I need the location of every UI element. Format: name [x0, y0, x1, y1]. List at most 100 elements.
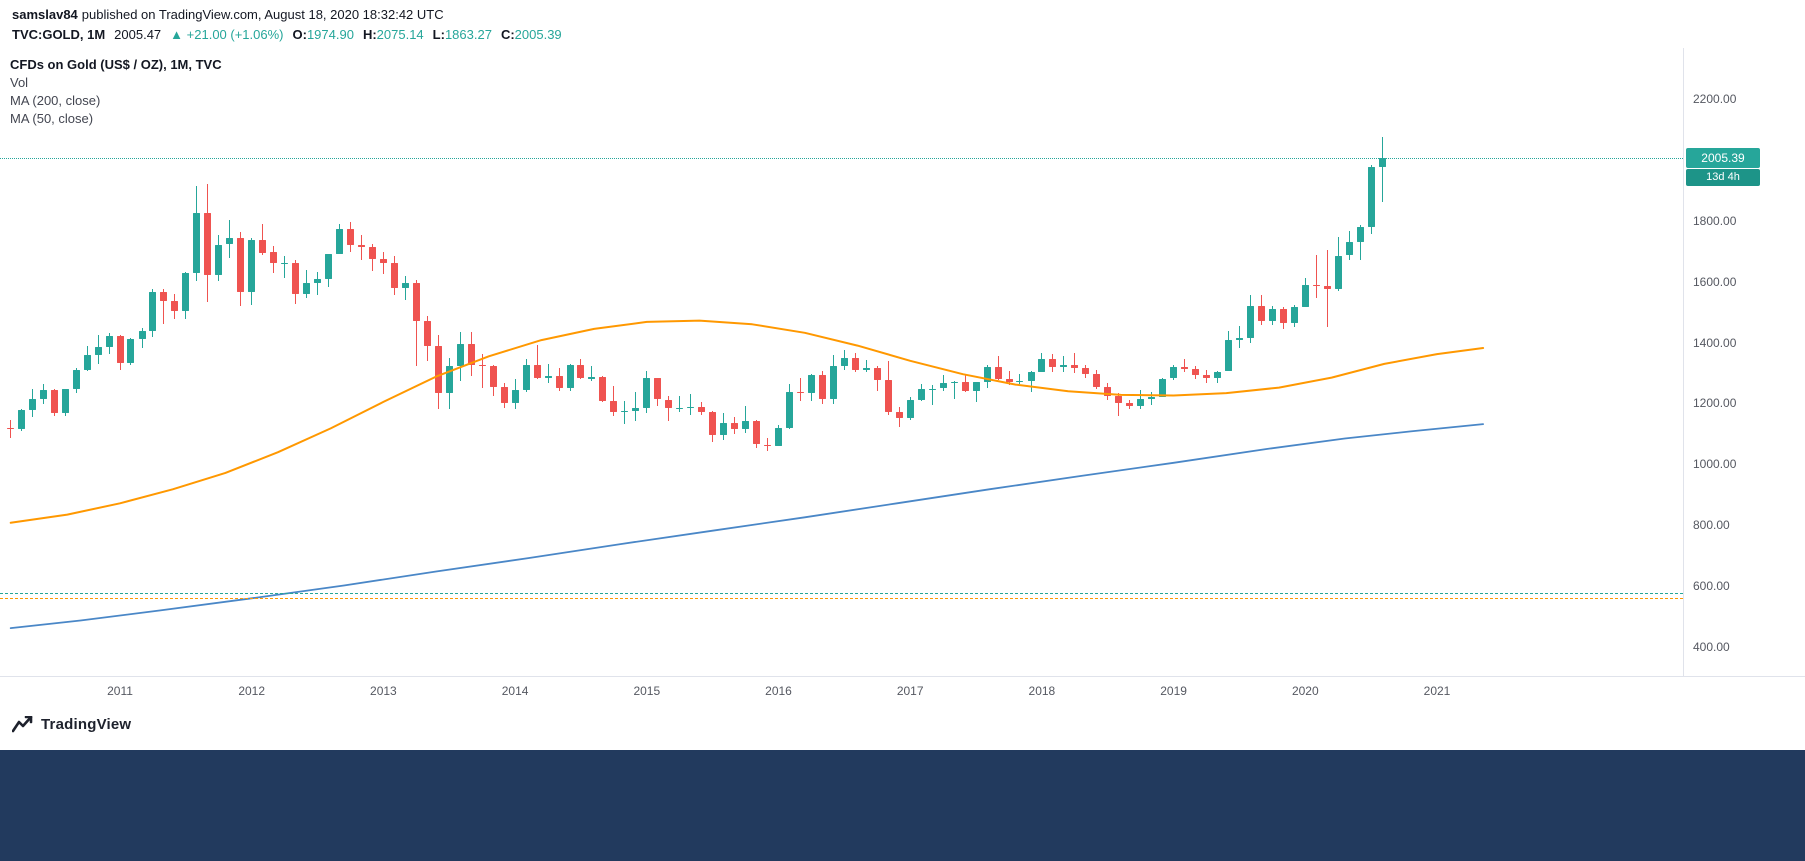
candle-wick	[624, 401, 626, 425]
candle-down	[731, 423, 739, 430]
candle-down	[753, 421, 760, 445]
candle-up	[226, 237, 234, 245]
low-value: L:1863.27	[433, 26, 492, 44]
price-axis[interactable]: 2005.39 13d 4h 2200.00 1800.00 1600.00 1400…	[1683, 48, 1805, 706]
candle-up	[149, 292, 157, 331]
candle-down	[884, 380, 892, 412]
candle-up	[1170, 366, 1178, 379]
candle-up	[643, 378, 651, 409]
candle-up	[566, 364, 574, 389]
price-axis-label: 1800.00	[1693, 213, 1737, 228]
candle-wick	[1063, 355, 1065, 372]
candle-down	[709, 412, 717, 436]
legend-title[interactable]: CFDs on Gold (US$ / OZ), 1M, TVC	[10, 57, 222, 72]
price-axis-label: 2200.00	[1693, 92, 1737, 106]
candle-wick	[481, 354, 483, 388]
candle-wick	[1381, 137, 1383, 202]
candle-down	[1192, 369, 1200, 376]
high-value: H:2075.14	[363, 26, 424, 44]
candle-down	[1257, 306, 1265, 321]
candle-wick	[1315, 254, 1317, 298]
candle-down	[818, 375, 826, 399]
candle-up	[621, 411, 629, 413]
header: samslav84 published on TradingView.com, A…	[0, 0, 1805, 48]
candle-up	[1356, 226, 1364, 243]
candle-up	[785, 391, 793, 429]
candle-up	[456, 344, 464, 366]
time-axis-label: 2020	[1291, 684, 1319, 698]
candle-wick	[800, 377, 801, 401]
candle-up	[829, 366, 837, 399]
candle-down	[851, 357, 859, 371]
legend-item-ma50[interactable]: MA (50, close)	[10, 111, 94, 126]
candle-down	[895, 411, 903, 419]
candle-wick	[360, 234, 362, 260]
open-number: 1974.90	[306, 27, 354, 42]
price-change: ▲ +21.00 (+1.06%)	[170, 27, 284, 42]
dashed-level-line	[0, 592, 1683, 594]
price-axis-label: 400.00	[1693, 640, 1730, 654]
price-axis-label: 1000.00	[1693, 457, 1737, 472]
candle-down	[665, 399, 673, 409]
close-label: C:	[500, 27, 515, 42]
time-axis-label: 2014	[501, 684, 529, 698]
candle-down	[1323, 286, 1331, 289]
candle-up	[83, 355, 91, 371]
time-axis-label: 2012	[238, 684, 266, 698]
candle-up	[1246, 306, 1254, 339]
time-axis-label: 2011	[107, 684, 133, 698]
candle-down	[412, 282, 420, 321]
candle-wick	[679, 395, 681, 413]
candle-up	[1159, 378, 1167, 397]
candle-wick	[262, 223, 264, 256]
candle-down	[369, 246, 376, 259]
countdown-badge: 13d 4h	[1686, 169, 1760, 187]
candle-up	[1290, 306, 1298, 324]
candle-down	[500, 387, 508, 403]
candle-down	[259, 240, 267, 253]
candle-down	[961, 382, 969, 391]
candle-up	[336, 229, 343, 254]
candle-down	[873, 368, 881, 380]
candle-up	[928, 388, 936, 390]
candle-up	[28, 398, 36, 410]
candle-up	[281, 262, 289, 264]
candle-wick	[404, 275, 406, 301]
candle-down	[489, 366, 497, 388]
price-axis-label: 1400.00	[1693, 335, 1737, 350]
candle-down	[390, 262, 398, 288]
open-value: O:1974.90	[293, 26, 354, 44]
candle-down	[478, 364, 486, 366]
candle-up	[939, 382, 947, 389]
legend-item-volume[interactable]: Vol	[10, 75, 29, 90]
time-axis[interactable]: 2011 2012 2013 2014 2015 2016 2017 2018 2019 2020…	[0, 676, 1805, 706]
candle-wick	[547, 363, 549, 383]
candle-up	[39, 390, 47, 399]
candle-up	[314, 278, 321, 283]
candle-up	[1367, 167, 1375, 227]
time-axis-label: 2013	[370, 684, 397, 698]
symbol-info-bar: TVC:GOLD, 1M 2005.47 ▲ +21.00 (+1.06%) O…	[12, 26, 1805, 44]
price-axis-label: 800.00	[1693, 518, 1730, 533]
candle-down	[379, 258, 387, 263]
candle-down	[423, 320, 431, 347]
legend-item-ma200[interactable]: MA (200, close)	[10, 93, 101, 108]
tradingview-logo[interactable]: TradingView	[12, 716, 131, 733]
candle-wick	[690, 393, 692, 415]
candle-down	[654, 378, 662, 400]
candle-down	[599, 377, 607, 402]
candle-up	[522, 365, 530, 391]
candle-down	[237, 237, 245, 292]
price-axis-label: 1200.00	[1693, 396, 1737, 411]
chart-plot-area[interactable]: CFDs on Gold (US$ / OZ), 1M, TVC Vol MA …	[0, 48, 1683, 676]
price-axis-label: 600.00	[1693, 579, 1730, 594]
candle-wick	[1019, 373, 1021, 384]
candle-down	[1082, 368, 1090, 374]
candle-up	[807, 375, 815, 394]
candle-up	[862, 368, 870, 371]
candle-down	[1115, 396, 1123, 404]
candle-up	[1225, 339, 1232, 372]
candle-down	[467, 344, 475, 365]
candle-wick	[1184, 359, 1185, 373]
candle-up	[72, 370, 80, 390]
